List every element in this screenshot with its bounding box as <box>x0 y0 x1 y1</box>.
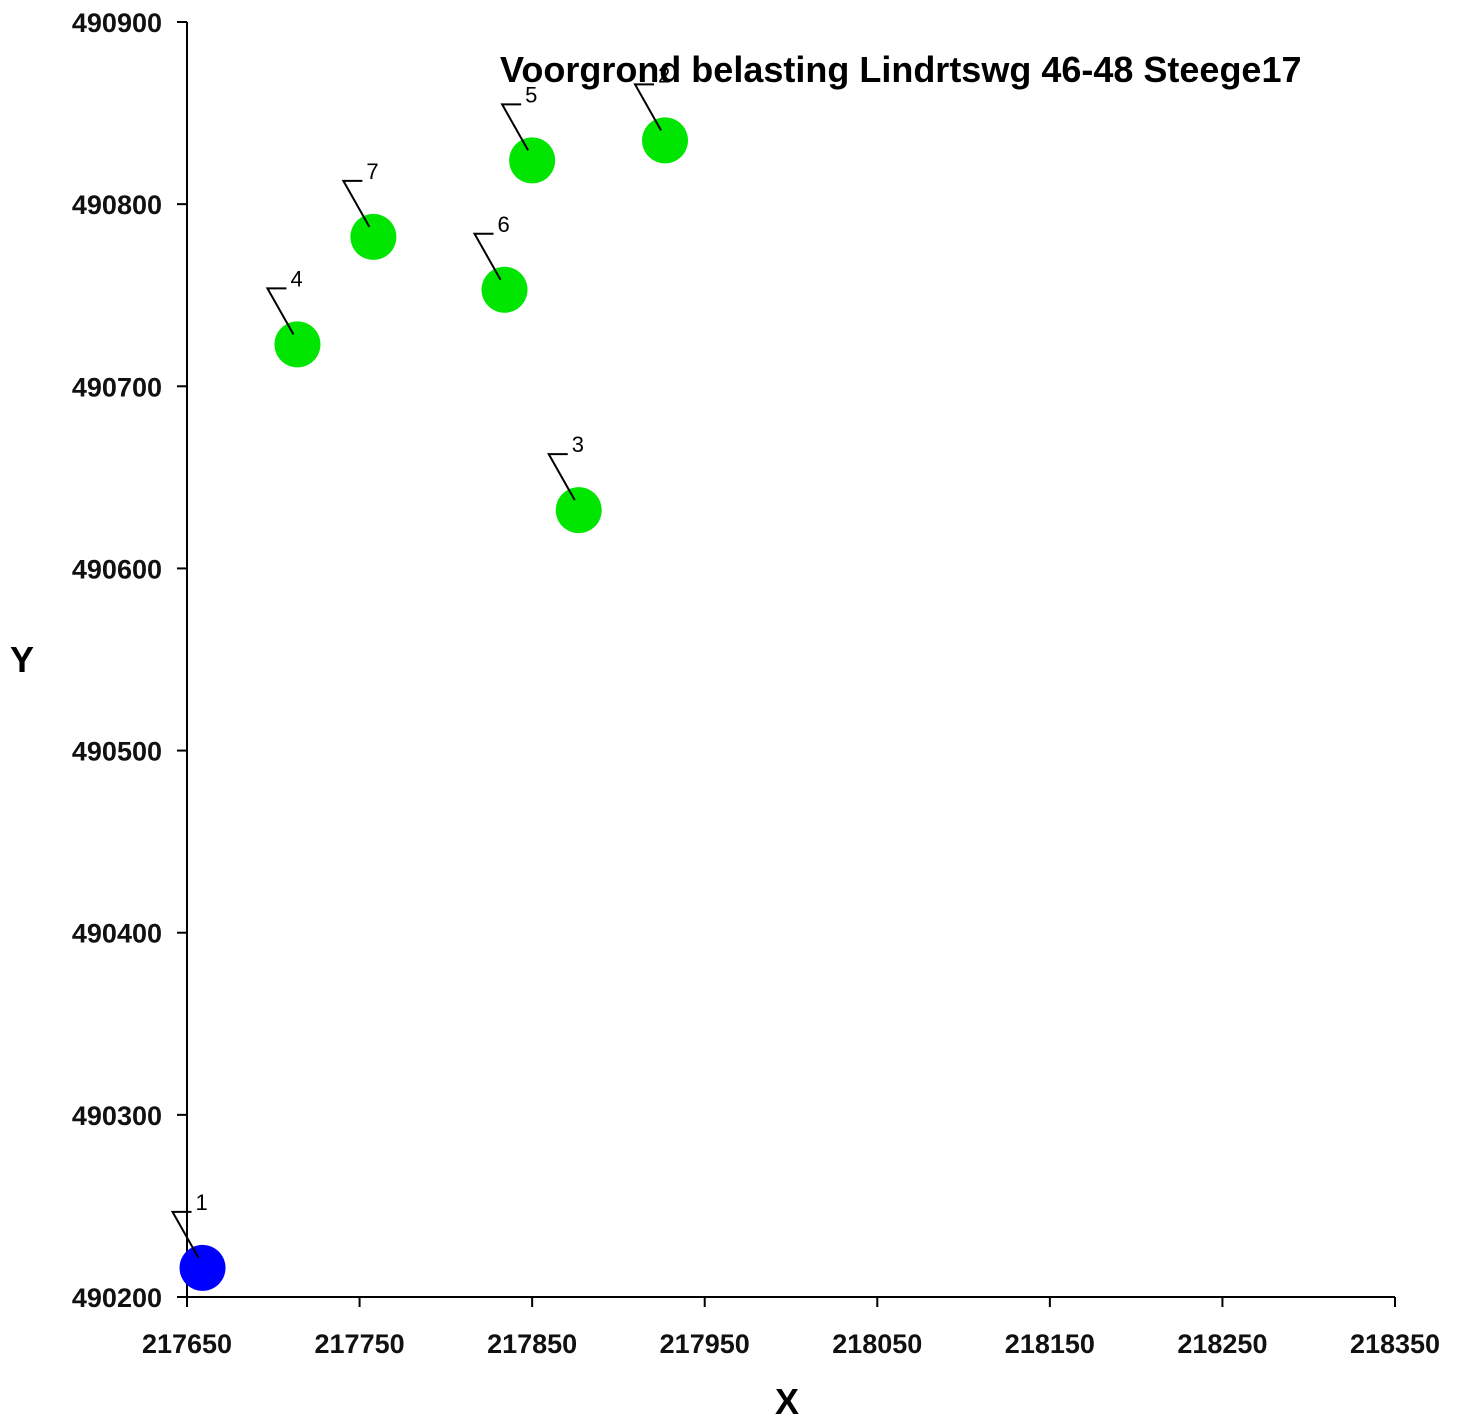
point <box>350 213 397 260</box>
point-label: 4 <box>290 266 302 291</box>
chart-title: Voorgrond belasting Lindrtswg 46-48 Stee… <box>500 49 1302 90</box>
y-tick-label: 490800 <box>72 190 162 220</box>
x-tick-label: 218250 <box>1177 1329 1267 1359</box>
y-tick-label: 490400 <box>72 919 162 949</box>
label-leader <box>472 232 502 281</box>
point <box>481 266 528 313</box>
point <box>274 321 321 368</box>
x-tick-label: 217850 <box>487 1329 577 1359</box>
point-label: 6 <box>498 212 510 237</box>
y-axis-title: Y <box>10 639 34 680</box>
x-tick-label: 217750 <box>315 1329 405 1359</box>
x-tick-label: 217650 <box>142 1329 232 1359</box>
y-tick-label: 490500 <box>72 737 162 767</box>
x-tick-label: 217950 <box>660 1329 750 1359</box>
point-label: 7 <box>366 159 378 184</box>
x-axis-title: X <box>775 1381 799 1422</box>
point <box>642 117 689 164</box>
point <box>509 137 556 184</box>
x-tick-label: 218350 <box>1350 1329 1440 1359</box>
point <box>555 487 602 534</box>
point <box>179 1244 226 1291</box>
x-tick-label: 218050 <box>832 1329 922 1359</box>
label-leader <box>500 103 530 151</box>
point-label: 1 <box>196 1190 208 1215</box>
point-label: 2 <box>658 62 670 87</box>
y-tick-label: 490900 <box>72 8 162 38</box>
y-tick-label: 490200 <box>72 1283 162 1313</box>
point-label: 5 <box>525 82 537 107</box>
label-leader <box>547 453 576 501</box>
y-tick-label: 490600 <box>72 554 162 584</box>
label-leader <box>170 1210 200 1259</box>
label-leader <box>633 83 662 131</box>
y-tick-label: 490700 <box>72 372 162 402</box>
x-tick-label: 218150 <box>1005 1329 1095 1359</box>
y-tick-label: 490300 <box>72 1101 162 1131</box>
label-leader <box>265 287 295 335</box>
label-leader <box>341 179 371 228</box>
point-label: 3 <box>572 432 584 457</box>
